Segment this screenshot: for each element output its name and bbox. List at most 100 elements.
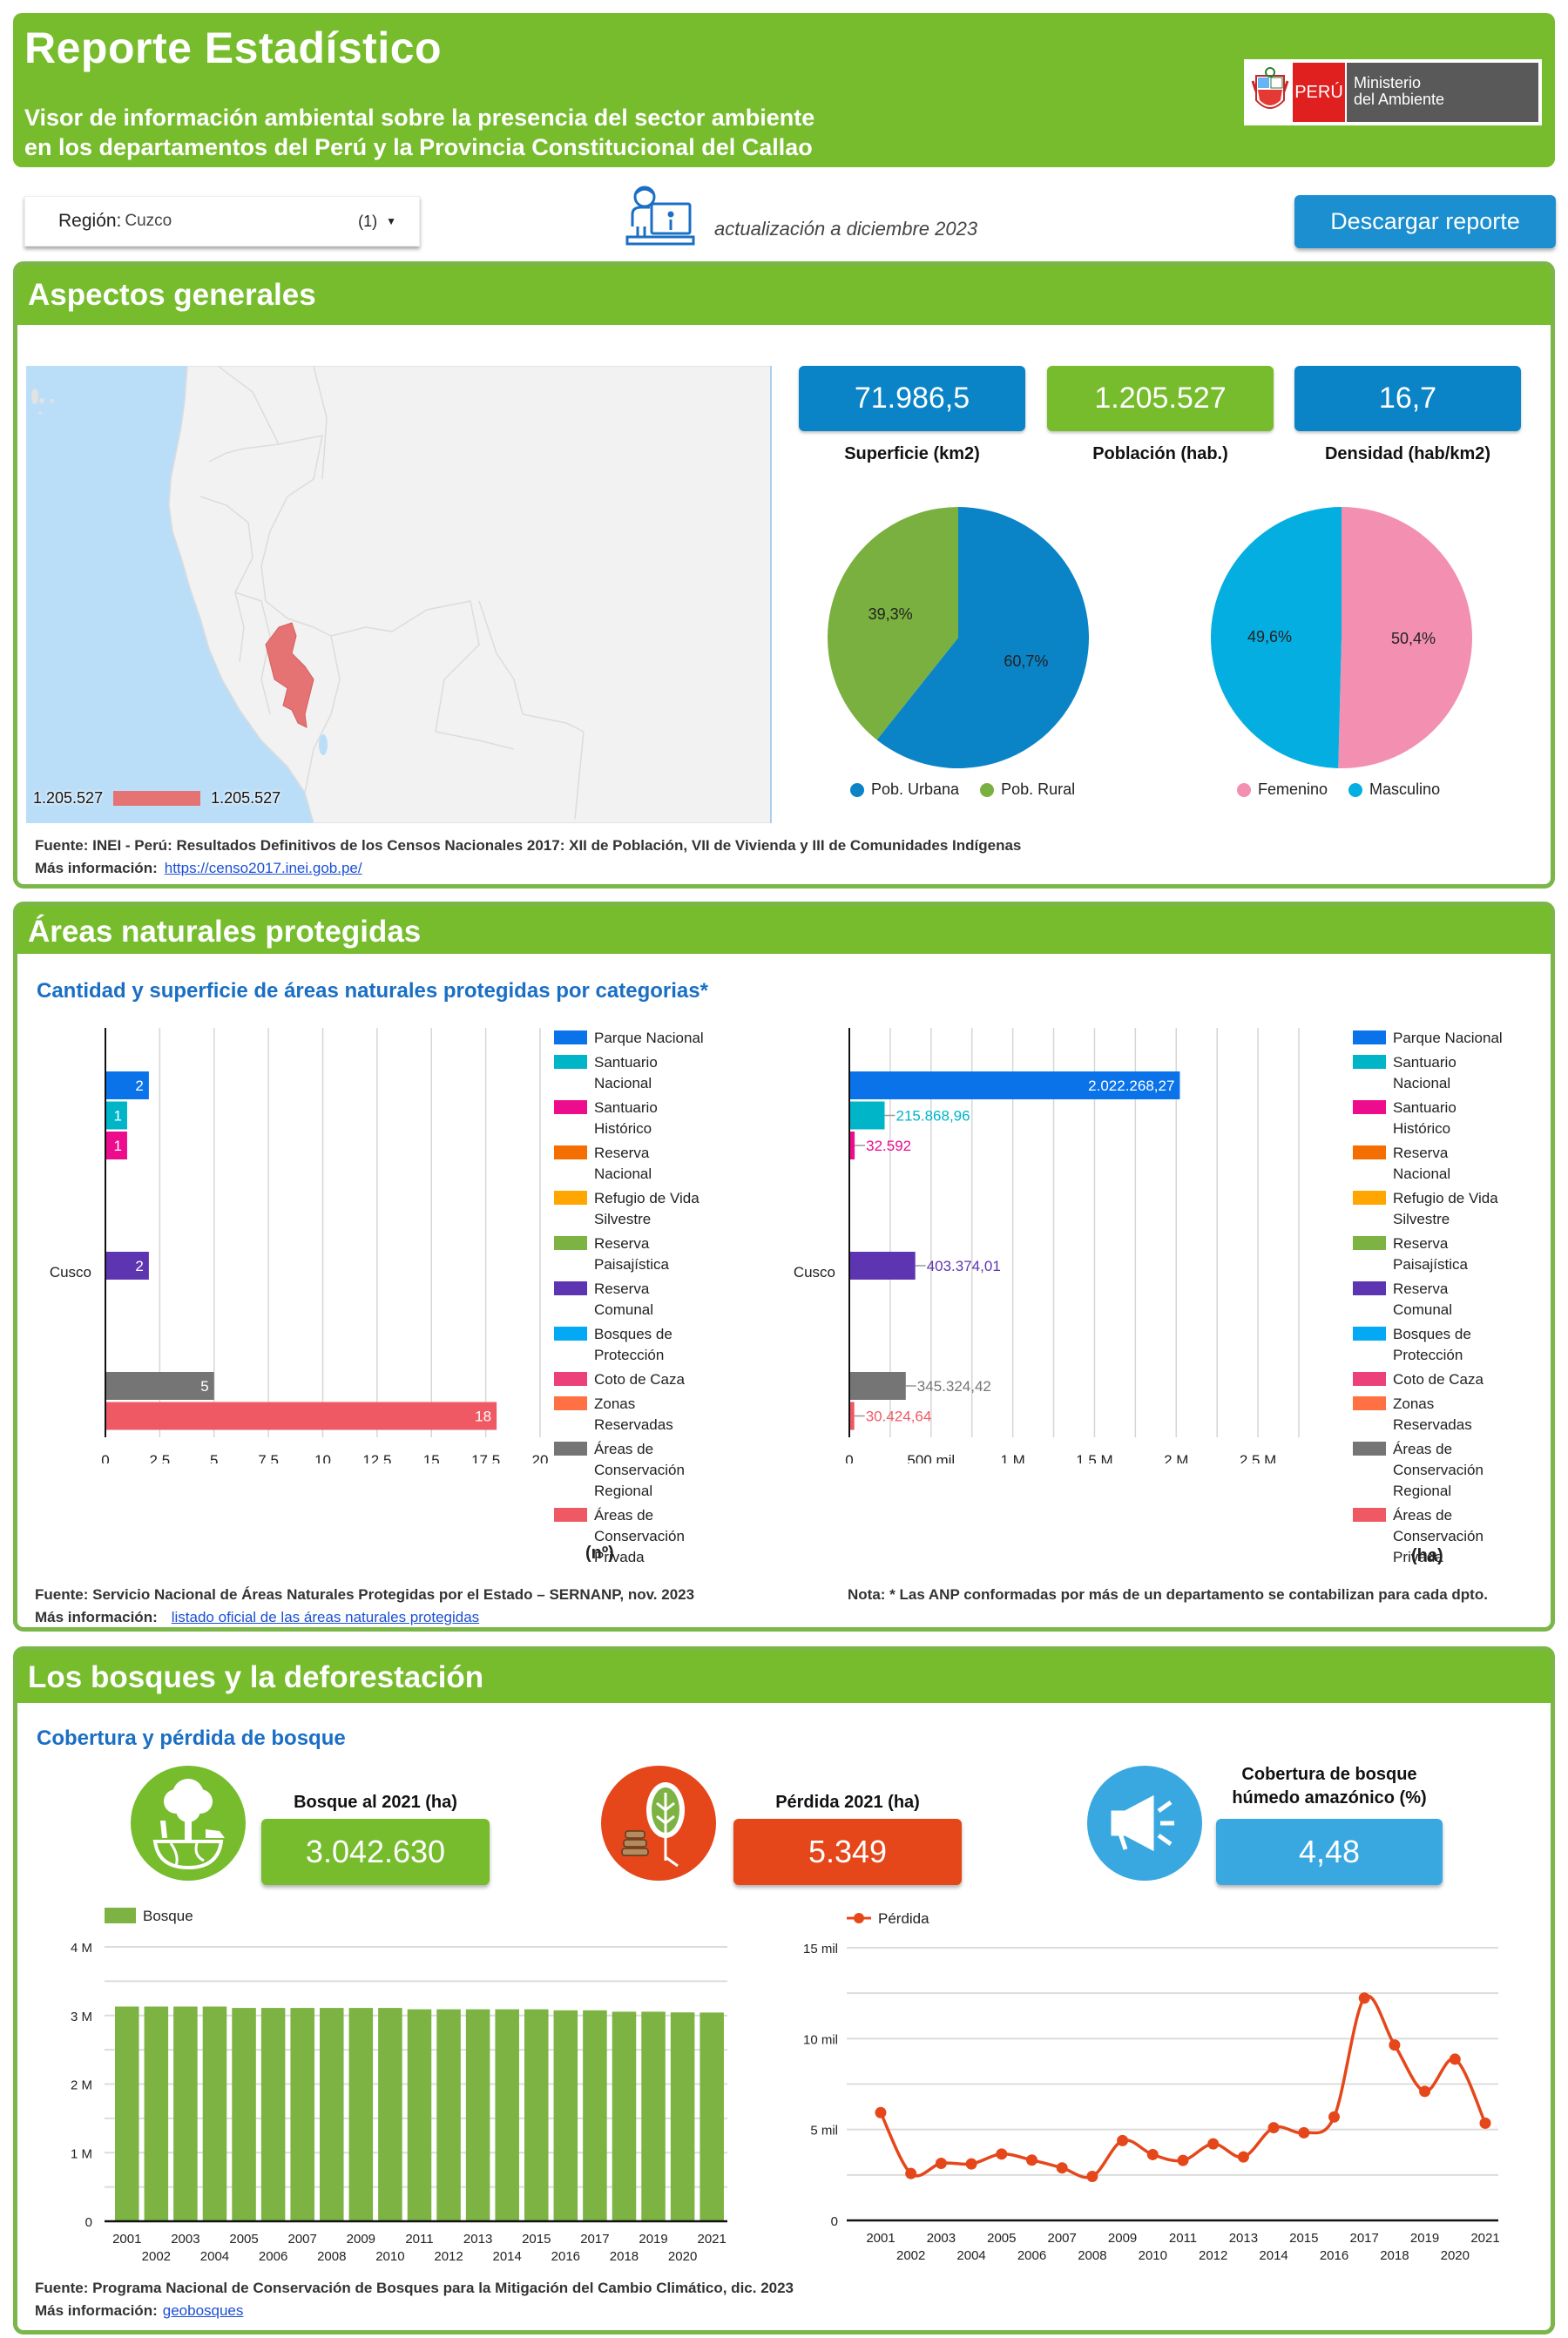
legend-item[interactable]: Áreas de Conservación Privada — [1353, 1505, 1506, 1568]
pie-slice-pob-rural[interactable] — [828, 507, 958, 740]
point-2006[interactable] — [1026, 2154, 1037, 2166]
bar-2010[interactable] — [378, 2008, 402, 2221]
legend-item[interactable]: Reserva Paisajística — [1353, 1233, 1506, 1275]
kpi-label-cobertura: Cobertura de bosque húmedo amazónico (%) — [1232, 1765, 1427, 1808]
legend-item[interactable]: Bosques de Protección — [554, 1324, 707, 1366]
legend-item[interactable]: Áreas de Conservación Regional — [1353, 1439, 1506, 1502]
point-2001[interactable] — [875, 2106, 887, 2118]
x-tick-label: 2018 — [610, 2249, 639, 2264]
bar-areas-de-conservacion-privada[interactable] — [105, 1402, 497, 1430]
bar-2012[interactable] — [436, 2009, 461, 2221]
anp-note: Nota: * Las ANP conformadas por más de u… — [848, 1586, 1488, 1603]
bar-2021[interactable] — [700, 2012, 724, 2221]
bar-2006[interactable] — [260, 2008, 286, 2221]
x-tick-label: 1,5 M — [1076, 1452, 1113, 1463]
bar-parque-nacional[interactable] — [105, 1071, 149, 1099]
legend-item[interactable]: Reserva Nacional — [1353, 1143, 1506, 1185]
bar-2019[interactable] — [641, 2011, 666, 2221]
bar-santuario-nacional[interactable] — [849, 1101, 885, 1130]
legend-swatch — [1353, 1030, 1386, 1044]
bar-2002[interactable] — [144, 2006, 169, 2221]
point-2009[interactable] — [1117, 2134, 1129, 2146]
bar-2020[interactable] — [670, 2012, 695, 2221]
point-2014[interactable] — [1267, 2122, 1280, 2134]
bar-2003[interactable] — [173, 2006, 198, 2221]
bar-santuario-historico[interactable] — [105, 1132, 127, 1159]
point-2005[interactable] — [996, 2148, 1008, 2160]
bar-2014[interactable] — [495, 2009, 519, 2221]
legend-item[interactable]: Santuario Nacional — [1353, 1052, 1506, 1094]
point-2015[interactable] — [1298, 2126, 1310, 2139]
bar-2017[interactable] — [583, 2010, 607, 2221]
bar-santuario-nacional[interactable] — [105, 1101, 127, 1130]
point-2008[interactable] — [1086, 2171, 1098, 2183]
more-info-link[interactable]: https://censo2017.inei.gob.pe/ — [164, 860, 362, 876]
bar-2013[interactable] — [465, 2009, 490, 2221]
point-2010[interactable] — [1146, 2148, 1159, 2160]
pie-slice-masculino[interactable] — [1211, 507, 1342, 768]
legend-item[interactable]: Áreas de Conservación Privada — [554, 1505, 707, 1568]
point-2017[interactable] — [1358, 1992, 1370, 2004]
bar-2005[interactable] — [232, 2008, 256, 2221]
bar-2011[interactable] — [407, 2009, 432, 2221]
bar-areas-de-conservacion-privada[interactable] — [849, 1402, 855, 1430]
point-2003[interactable] — [935, 2157, 947, 2169]
more-info-link[interactable]: geobosques — [162, 2302, 244, 2319]
legend-item[interactable]: Santuario Nacional — [554, 1052, 707, 1094]
region-select[interactable]: Región: Cuzco (1) ▼ — [24, 196, 420, 247]
legend-item[interactable]: Reserva Comunal — [1353, 1279, 1506, 1321]
point-2011[interactable] — [1177, 2154, 1189, 2166]
x-tick-label: 0 — [101, 1452, 109, 1463]
legend-item[interactable]: Reserva Paisajística — [554, 1233, 707, 1275]
download-report-button[interactable]: Descargar reporte — [1294, 195, 1556, 248]
bar-reserva-comunal[interactable] — [849, 1252, 916, 1280]
legend-item[interactable]: Zonas Reservadas — [554, 1394, 707, 1436]
point-2012[interactable] — [1207, 2138, 1220, 2150]
point-2019[interactable] — [1419, 2085, 1431, 2098]
point-2007[interactable] — [1056, 2162, 1068, 2174]
legend-item[interactable]: Refugio de Vida Silvestre — [1353, 1188, 1506, 1230]
point-2004[interactable] — [965, 2158, 977, 2170]
legend-item[interactable]: Áreas de Conservación Regional — [554, 1439, 707, 1502]
bar-2009[interactable] — [348, 2008, 374, 2221]
chevron-down-icon[interactable]: ▼ — [386, 215, 396, 227]
legend-item[interactable]: Refugio de Vida Silvestre — [554, 1188, 707, 1230]
point-2021[interactable] — [1479, 2117, 1491, 2129]
x-tick-label: 10 — [314, 1452, 331, 1463]
legend-item[interactable]: Santuario Histórico — [1353, 1098, 1506, 1139]
point-2016[interactable] — [1328, 2111, 1340, 2123]
bar-2007[interactable] — [290, 2008, 314, 2221]
bar-2016[interactable] — [553, 2010, 578, 2221]
legend-item[interactable]: Reserva Comunal — [554, 1279, 707, 1321]
bar-areas-de-conservacion-regional[interactable] — [105, 1372, 214, 1400]
bar-parque-nacional[interactable] — [849, 1071, 1180, 1099]
legend-item[interactable]: Coto de Caza — [554, 1369, 707, 1390]
bar-2018[interactable] — [612, 2011, 637, 2221]
more-info-link[interactable]: listado oficial de las áreas naturales p… — [171, 1609, 480, 1625]
legend-item[interactable]: Bosques de Protección — [1353, 1324, 1506, 1366]
legend-item[interactable]: Parque Nacional — [554, 1028, 707, 1049]
person-at-computer-icon — [625, 183, 695, 248]
bar-reserva-comunal[interactable] — [105, 1252, 149, 1280]
legend-item[interactable]: Reserva Nacional — [554, 1143, 707, 1185]
bar-areas-de-conservacion-regional[interactable] — [849, 1372, 906, 1400]
source-text: Fuente: Programa Nacional de Conservació… — [35, 2280, 794, 2296]
legend-item[interactable]: Parque Nacional — [1353, 1028, 1506, 1049]
pie-slice-femenino[interactable] — [1338, 507, 1472, 768]
region-map[interactable] — [26, 366, 772, 823]
bar-santuario-historico[interactable] — [849, 1132, 855, 1159]
x-tick-label: 2012 — [1199, 2248, 1227, 2263]
point-2002[interactable] — [905, 2167, 917, 2179]
legend-item[interactable]: Coto de Caza — [1353, 1369, 1506, 1390]
point-2020[interactable] — [1449, 2053, 1461, 2065]
category-label: Cusco — [794, 1264, 835, 1280]
bar-2015[interactable] — [524, 2009, 549, 2221]
legend-item[interactable]: Santuario Histórico — [554, 1098, 707, 1139]
point-2013[interactable] — [1237, 2151, 1249, 2163]
legend-item[interactable]: Zonas Reservadas — [1353, 1394, 1506, 1436]
bar-2004[interactable] — [202, 2006, 227, 2221]
pie-slice-pob-urbana[interactable] — [876, 507, 1089, 768]
point-2018[interactable] — [1389, 2039, 1401, 2051]
bar-2008[interactable] — [320, 2008, 344, 2221]
bar-2001[interactable] — [115, 2006, 139, 2221]
